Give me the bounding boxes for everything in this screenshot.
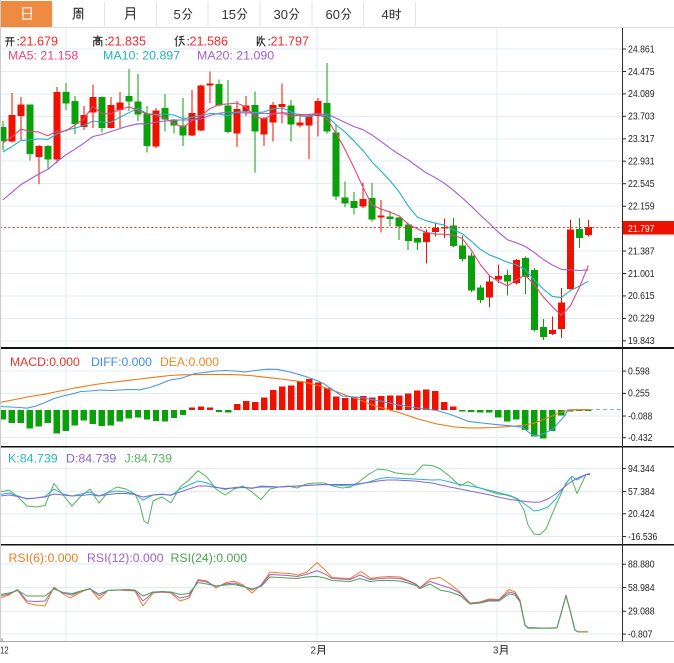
svg-text:-0.088: -0.088	[628, 411, 653, 422]
svg-text:23.317: 23.317	[628, 134, 655, 145]
svg-text:4: 4	[382, 7, 389, 22]
svg-text:24.861: 24.861	[628, 44, 655, 55]
svg-text:-0.432: -0.432	[628, 433, 652, 444]
svg-text:60: 60	[326, 7, 340, 22]
svg-text:21.001: 21.001	[628, 269, 655, 280]
svg-text:5: 5	[174, 7, 181, 22]
svg-text:J:84.739: J:84.739	[125, 452, 173, 466]
svg-text:88.880: 88.880	[628, 560, 655, 571]
svg-text:MA5: 21.158: MA5: 21.158	[8, 49, 78, 63]
svg-text:22.931: 22.931	[628, 157, 655, 168]
svg-text:57.384: 57.384	[628, 487, 655, 498]
svg-text:30: 30	[274, 7, 288, 22]
svg-text:21.797: 21.797	[271, 35, 310, 49]
svg-text:0.255: 0.255	[628, 389, 650, 400]
svg-text::: :	[187, 35, 190, 49]
svg-text:MACD:0.000: MACD:0.000	[10, 355, 80, 369]
svg-text:29.088: 29.088	[628, 607, 655, 618]
svg-text:0.598: 0.598	[628, 366, 650, 377]
svg-text::: :	[268, 35, 271, 49]
svg-text:23.703: 23.703	[628, 112, 655, 123]
svg-text:MA10: 20.897: MA10: 20.897	[103, 49, 180, 63]
svg-text:RSI(12):0.000: RSI(12):0.000	[87, 551, 164, 565]
svg-text:2: 2	[311, 646, 316, 657]
svg-text:21.797: 21.797	[628, 224, 655, 235]
svg-text::: :	[105, 35, 108, 49]
svg-text:DIFF:0.000: DIFF:0.000	[91, 355, 152, 369]
svg-text:MA20: 21.090: MA20: 21.090	[197, 49, 274, 63]
svg-text:19.843: 19.843	[628, 336, 655, 347]
svg-text:12: 12	[0, 646, 9, 657]
svg-text:58.984: 58.984	[628, 583, 655, 594]
svg-text:21.387: 21.387	[628, 246, 655, 257]
svg-text:-16.536: -16.536	[628, 532, 658, 543]
svg-text:94.344: 94.344	[628, 464, 655, 475]
svg-text:22.159: 22.159	[628, 202, 655, 213]
svg-text:K:84.739: K:84.739	[8, 452, 58, 466]
svg-text:20.615: 20.615	[628, 291, 655, 302]
svg-text::: :	[17, 35, 20, 49]
svg-text:RSI(6):0.000: RSI(6):0.000	[9, 551, 79, 565]
svg-text:15: 15	[222, 7, 236, 22]
svg-text:D:84.739: D:84.739	[66, 452, 116, 466]
svg-text:20.229: 20.229	[628, 314, 655, 325]
svg-text:21.679: 21.679	[20, 35, 59, 49]
svg-text:-0.807: -0.807	[628, 629, 652, 640]
svg-text:24.475: 24.475	[628, 67, 655, 78]
svg-text:DEA:0.000: DEA:0.000	[160, 355, 219, 369]
svg-text:20.424: 20.424	[628, 509, 655, 520]
svg-text:3: 3	[493, 646, 499, 657]
svg-text:RSI(24):0.000: RSI(24):0.000	[171, 551, 248, 565]
svg-text:21.835: 21.835	[108, 35, 147, 49]
svg-text:22.545: 22.545	[628, 179, 655, 190]
svg-text:21.586: 21.586	[190, 35, 229, 49]
svg-text:24.089: 24.089	[628, 89, 655, 100]
